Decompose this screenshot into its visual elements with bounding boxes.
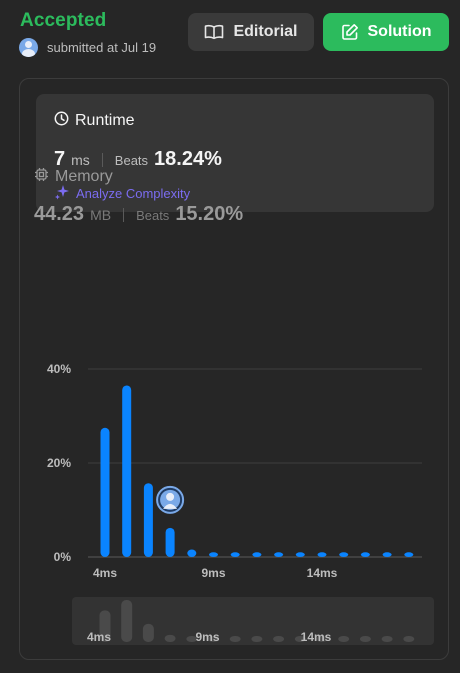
chart-bar[interactable] — [339, 552, 349, 557]
analyze-label: Analyze Complexity — [76, 186, 191, 201]
mini-chart-bar — [381, 636, 393, 642]
editorial-label: Editorial — [233, 23, 298, 40]
submission-header: Accepted submitted at Jul 19 Editorial S… — [0, 0, 460, 70]
chart-bar[interactable] — [187, 549, 197, 557]
mini-chart-bar — [294, 636, 306, 642]
memory-metric: 44.23 MB Beats 15.20% — [34, 203, 243, 226]
runtime-metric: 7 ms Beats 18.24% — [54, 148, 222, 171]
chart-bar[interactable] — [165, 527, 175, 557]
memory-beats-value: 15.20% — [175, 203, 244, 225]
memory-title-row: Memory — [34, 167, 113, 187]
runtime-value: 7 — [54, 148, 66, 170]
editorial-button[interactable]: Editorial — [188, 13, 314, 51]
runtime-beats-label: Beats — [114, 153, 149, 168]
chart-bar[interactable] — [317, 552, 327, 557]
chart-bar[interactable] — [274, 552, 284, 557]
chart-bar[interactable] — [252, 552, 262, 557]
submission-status: Accepted — [20, 10, 107, 31]
mini-x-tick-label: 9ms — [195, 630, 219, 644]
submitted-time: submitted at Jul 19 — [47, 40, 157, 55]
x-tick-label: 9ms — [201, 566, 225, 580]
mini-chart-bar — [142, 623, 154, 642]
chart-bar[interactable] — [382, 552, 392, 557]
y-tick-label: 40% — [47, 362, 71, 376]
book-icon — [204, 24, 224, 40]
memory-unit: MB — [90, 207, 112, 223]
chart-bar[interactable] — [230, 552, 240, 557]
mini-chart-bar — [403, 636, 415, 642]
metric-divider — [123, 207, 125, 222]
chart-bar[interactable] — [295, 552, 305, 557]
mini-chart-bar — [121, 600, 133, 642]
sparkle-icon — [54, 184, 70, 203]
memory-title: Memory — [55, 168, 113, 185]
runtime-card[interactable]: Runtime 7 ms Beats 18.24% Analyze Comple… — [36, 94, 434, 212]
chart-bar[interactable] — [122, 385, 132, 557]
edit-icon — [341, 23, 359, 41]
mini-chart-bar — [251, 636, 263, 642]
mini-chart-bar — [164, 634, 176, 642]
memory-beats-label: Beats — [136, 208, 170, 223]
mini-chart-bar — [316, 636, 328, 642]
runtime-beats-value: 18.24% — [154, 148, 222, 170]
solution-label: Solution — [367, 23, 432, 40]
chart-bar[interactable] — [360, 552, 370, 557]
marker-avatar-body — [163, 503, 178, 509]
mini-x-tick-label: 14ms — [301, 630, 332, 644]
chart-bar[interactable] — [143, 483, 153, 557]
runtime-title-row: Runtime — [54, 111, 135, 131]
marker-avatar-head — [166, 492, 175, 501]
runtime-title: Runtime — [75, 112, 135, 129]
submission-meta: submitted at Jul 19 — [19, 38, 156, 57]
solution-button[interactable]: Solution — [323, 13, 449, 51]
mini-x-tick-label: 4ms — [87, 630, 111, 644]
mini-chart-bar — [359, 636, 371, 642]
chart-bar[interactable] — [209, 552, 218, 557]
mini-chart-bar — [338, 636, 350, 642]
chart-bar[interactable] — [100, 427, 110, 557]
mini-chart-bar — [229, 636, 241, 642]
x-tick-label: 14ms — [307, 566, 338, 580]
chart-bar[interactable] — [404, 552, 414, 557]
analyze-complexity-link[interactable]: Analyze Complexity — [54, 184, 190, 203]
user-avatar[interactable] — [19, 38, 38, 57]
mini-chart-bar — [208, 636, 219, 642]
x-tick-label: 4ms — [93, 566, 117, 580]
memory-value: 44.23 — [34, 203, 85, 225]
metric-divider — [101, 152, 103, 167]
y-tick-label: 0% — [54, 550, 72, 564]
chip-icon — [34, 167, 49, 187]
clock-icon — [54, 111, 69, 131]
y-tick-label: 20% — [47, 456, 71, 470]
mini-chart-bar — [186, 636, 198, 642]
mini-chart-bar — [99, 610, 111, 642]
mini-chart-bar — [273, 636, 285, 642]
runtime-unit: ms — [71, 152, 90, 168]
